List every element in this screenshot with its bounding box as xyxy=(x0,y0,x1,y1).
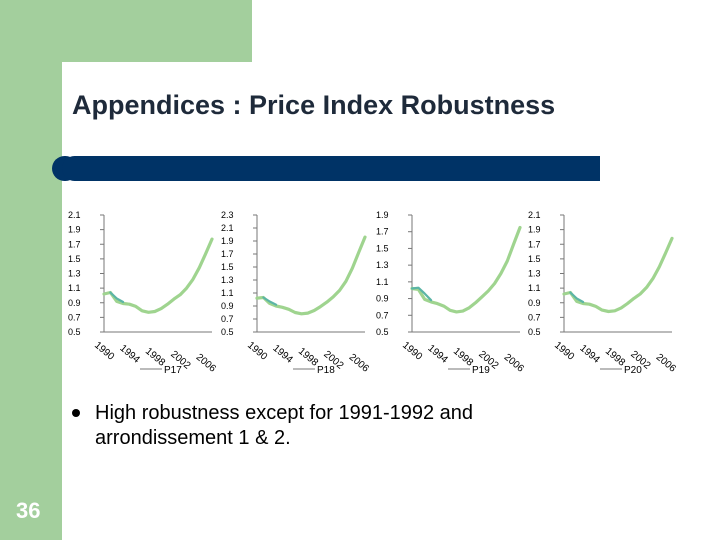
y-tick-label: 1.3 xyxy=(221,275,234,285)
y-tick-label: 1.1 xyxy=(528,283,541,293)
y-tick-label: 2.1 xyxy=(68,210,81,220)
y-tick-label: 1.9 xyxy=(68,225,81,235)
y-tick-label: 1.7 xyxy=(68,239,81,249)
y-tick-label: 2.1 xyxy=(528,210,541,220)
y-tick-label: 1.5 xyxy=(528,254,541,264)
y-tick-label: 1.7 xyxy=(528,239,541,249)
x-tick-label: 1994 xyxy=(425,343,449,366)
series-line-p20 xyxy=(562,236,674,314)
x-tick-label: 1994 xyxy=(270,343,294,366)
x-tick-label: 1990 xyxy=(92,340,116,363)
y-tick-label: 0.7 xyxy=(528,312,541,322)
x-tick-label: 1990 xyxy=(400,340,424,363)
y-tick-label: 0.5 xyxy=(376,327,389,337)
y-tick-label: 1.9 xyxy=(221,236,234,246)
y-tick-label: 0.9 xyxy=(376,294,389,304)
y-tick-label: 1.5 xyxy=(221,262,234,272)
page-number: 36 xyxy=(16,498,41,523)
y-tick-label: 0.5 xyxy=(68,327,81,337)
series-line-p17 xyxy=(102,237,214,314)
legend-label: P19 xyxy=(472,365,490,376)
y-tick-label: 1.3 xyxy=(376,260,389,270)
x-tick-label: 1990 xyxy=(245,340,269,363)
y-tick-label: 1.9 xyxy=(376,210,389,220)
y-tick-label: 1.5 xyxy=(376,243,389,253)
x-tick-label: 2006 xyxy=(347,352,371,375)
y-tick-label: 2.1 xyxy=(221,223,234,233)
decorative-green-strip xyxy=(0,0,62,540)
y-tick-label: 0.9 xyxy=(68,298,81,308)
legend-label: P20 xyxy=(624,365,642,376)
series-line-variant xyxy=(410,286,433,302)
slide-title: Appendices : Price Index Robustness xyxy=(72,90,556,120)
y-tick-label: 1.1 xyxy=(68,283,81,293)
x-tick-label: 1994 xyxy=(577,343,601,366)
y-tick-label: 2.3 xyxy=(221,210,234,220)
legend-label: P17 xyxy=(164,365,182,376)
y-tick-label: 1.3 xyxy=(68,269,81,279)
y-tick-label: 1.1 xyxy=(376,277,389,287)
y-tick-label: 0.5 xyxy=(528,327,541,337)
x-tick-label: 2006 xyxy=(654,352,678,375)
y-tick-label: 1.5 xyxy=(68,254,81,264)
y-tick-label: 0.5 xyxy=(221,327,234,337)
decorative-title-bar xyxy=(62,156,600,181)
legend-label: P18 xyxy=(317,365,335,376)
y-tick-label: 1.3 xyxy=(528,269,541,279)
x-tick-label: 1990 xyxy=(552,340,576,363)
series-line-p19 xyxy=(410,225,522,314)
bullet-text: High robustness except for 1991-1992 and… xyxy=(95,402,474,449)
y-tick-label: 0.7 xyxy=(376,310,389,320)
y-tick-label: 1.9 xyxy=(528,225,541,235)
y-tick-label: 0.7 xyxy=(221,314,234,324)
y-tick-label: 1.7 xyxy=(221,249,234,259)
y-tick-label: 0.9 xyxy=(221,301,234,311)
bullet-icon xyxy=(72,409,80,417)
series-line-p18 xyxy=(255,235,367,316)
y-tick-label: 1.7 xyxy=(376,227,389,237)
x-tick-label: 1994 xyxy=(117,343,141,366)
series-line-variant xyxy=(109,291,125,304)
y-tick-label: 0.9 xyxy=(528,298,541,308)
series-line-variant xyxy=(262,296,278,306)
y-tick-label: 0.7 xyxy=(68,312,81,322)
series-line-variant xyxy=(569,291,585,304)
y-tick-label: 1.1 xyxy=(221,288,234,298)
